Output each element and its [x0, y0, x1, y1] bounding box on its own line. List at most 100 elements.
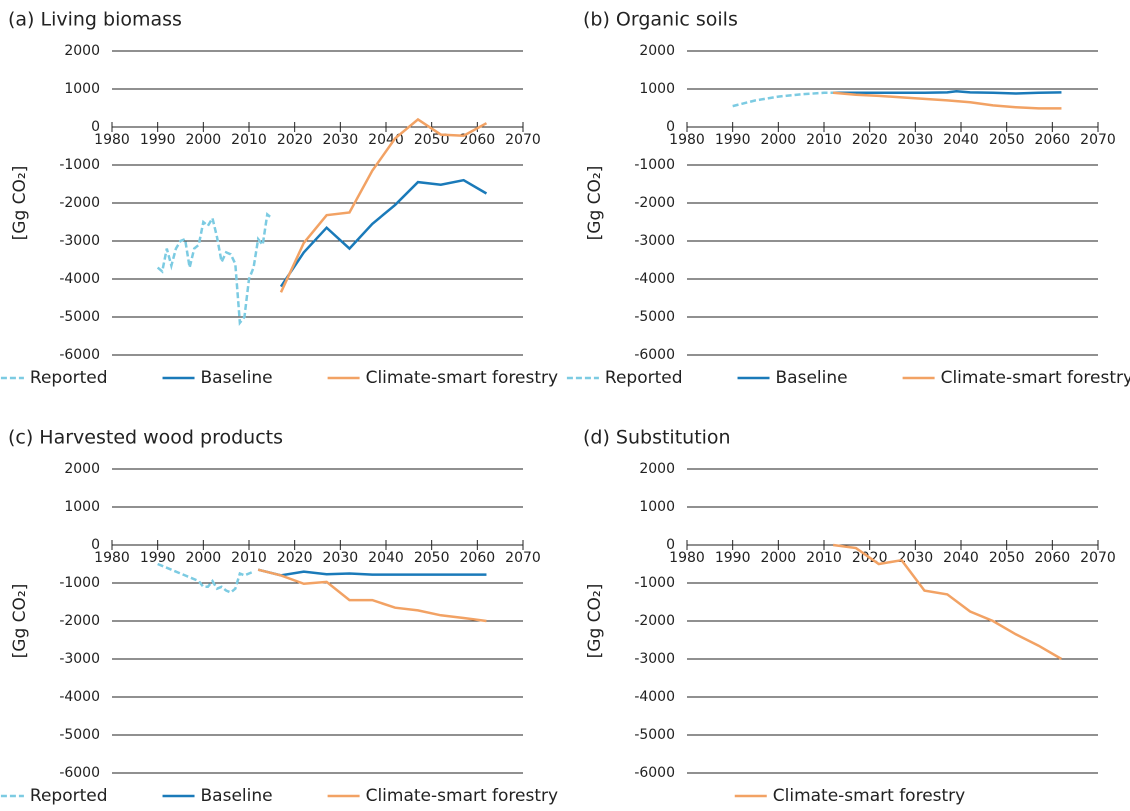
x-tick-label: 2030 — [898, 132, 934, 148]
y-tick-label: -6000 — [59, 347, 100, 363]
y-axis-label: [Gg CO₂] — [585, 584, 605, 659]
legend-label: Baseline — [776, 368, 848, 388]
y-tick-label: -2000 — [59, 613, 100, 629]
x-tick-label: 1990 — [715, 550, 751, 566]
x-tick-label: 1980 — [669, 132, 705, 148]
x-tick-label: 2050 — [414, 550, 450, 566]
x-tick-label: 2000 — [761, 550, 797, 566]
y-tick-label: -1000 — [634, 575, 675, 591]
series-line — [157, 562, 255, 594]
y-axis-label: [Gg CO₂] — [10, 584, 30, 659]
y-tick-label: -4000 — [634, 271, 675, 287]
y-tick-label: -1000 — [634, 157, 675, 173]
x-tick-label: 2030 — [323, 550, 359, 566]
series-line — [833, 90, 1062, 95]
series-line — [156, 212, 273, 326]
series-line — [832, 543, 1063, 661]
y-tick-label: 1000 — [639, 81, 675, 97]
legend-label: Climate-smart forestry — [366, 368, 558, 388]
x-tick-label: 2020 — [852, 132, 888, 148]
y-tick-label: -5000 — [59, 309, 100, 325]
series-line — [257, 568, 487, 623]
x-tick-label: 2010 — [231, 132, 267, 148]
y-tick-label: -5000 — [634, 727, 675, 743]
x-tick-label: 2070 — [505, 132, 541, 148]
y-tick-label: 2000 — [64, 461, 100, 477]
x-tick-label: 2000 — [186, 132, 222, 148]
panel-title: (c) Harvested wood products — [8, 427, 283, 449]
panel-title: (a) Living biomass — [8, 9, 182, 31]
series-line — [279, 117, 488, 293]
x-tick-label: 1980 — [669, 550, 705, 566]
x-tick-label: 2050 — [414, 132, 450, 148]
y-tick-label: -6000 — [634, 765, 675, 781]
x-tick-label: 1980 — [94, 132, 130, 148]
y-tick-label: -5000 — [634, 309, 675, 325]
panel-title: (b) Organic soils — [583, 9, 738, 31]
legend-label: Climate-smart forestry — [366, 786, 558, 806]
x-tick-label: 2010 — [806, 550, 842, 566]
legend-label: Baseline — [201, 368, 273, 388]
legend-label: Climate-smart forestry — [773, 786, 965, 806]
y-tick-label: 0 — [666, 537, 675, 553]
y-tick-label: -1000 — [59, 575, 100, 591]
x-tick-label: 2060 — [460, 550, 496, 566]
x-tick-label: 2070 — [505, 550, 541, 566]
y-tick-label: 0 — [666, 119, 675, 135]
x-tick-label: 1990 — [140, 550, 176, 566]
series-line — [279, 178, 488, 288]
legend-label: Reported — [605, 368, 683, 388]
y-tick-label: -2000 — [59, 195, 100, 211]
y-tick-label: 1000 — [64, 81, 100, 97]
x-tick-label: 2010 — [231, 550, 267, 566]
x-tick-label: 2020 — [277, 132, 313, 148]
y-tick-label: -2000 — [634, 195, 675, 211]
y-tick-label: 1000 — [64, 499, 100, 515]
y-tick-label: -4000 — [59, 689, 100, 705]
x-tick-label: 2070 — [1080, 132, 1116, 148]
y-tick-label: 0 — [91, 537, 100, 553]
y-tick-label: -4000 — [634, 689, 675, 705]
y-axis-label: [Gg CO₂] — [10, 166, 30, 241]
y-tick-label: -1000 — [59, 157, 100, 173]
y-tick-label: 2000 — [639, 461, 675, 477]
y-tick-label: -3000 — [634, 651, 675, 667]
legend-label: Baseline — [201, 786, 273, 806]
x-tick-label: 2040 — [943, 132, 979, 148]
series-line — [732, 91, 834, 108]
panel-title: (d) Substitution — [583, 427, 731, 449]
legend-label: Climate-smart forestry — [941, 368, 1130, 388]
x-tick-label: 2070 — [1080, 550, 1116, 566]
y-tick-label: -6000 — [59, 765, 100, 781]
x-tick-label: 1990 — [715, 132, 751, 148]
y-tick-label: -2000 — [634, 613, 675, 629]
y-tick-label: -3000 — [59, 651, 100, 667]
x-tick-label: 2040 — [368, 132, 404, 148]
x-tick-label: 2050 — [989, 132, 1025, 148]
x-tick-label: 2030 — [898, 550, 934, 566]
y-tick-label: -4000 — [59, 271, 100, 287]
y-tick-label: -3000 — [59, 233, 100, 249]
x-tick-label: 2010 — [806, 132, 842, 148]
x-tick-label: 1980 — [94, 550, 130, 566]
x-tick-label: 2040 — [943, 550, 979, 566]
series-line — [833, 91, 1062, 110]
x-tick-label: 2060 — [1035, 550, 1071, 566]
x-tick-label: 2050 — [989, 550, 1025, 566]
x-tick-label: 2060 — [460, 132, 496, 148]
legend-label: Reported — [30, 368, 108, 388]
y-tick-label: -6000 — [634, 347, 675, 363]
series-line — [257, 568, 487, 577]
x-tick-label: 2000 — [186, 550, 222, 566]
y-tick-label: 0 — [91, 119, 100, 135]
y-tick-label: -3000 — [634, 233, 675, 249]
y-tick-label: 2000 — [64, 43, 100, 59]
x-tick-label: 2060 — [1035, 132, 1071, 148]
y-tick-label: 2000 — [639, 43, 675, 59]
x-tick-label: 2030 — [323, 132, 359, 148]
x-tick-label: 1990 — [140, 132, 176, 148]
y-axis-label: [Gg CO₂] — [585, 166, 605, 241]
y-tick-label: 1000 — [639, 499, 675, 515]
